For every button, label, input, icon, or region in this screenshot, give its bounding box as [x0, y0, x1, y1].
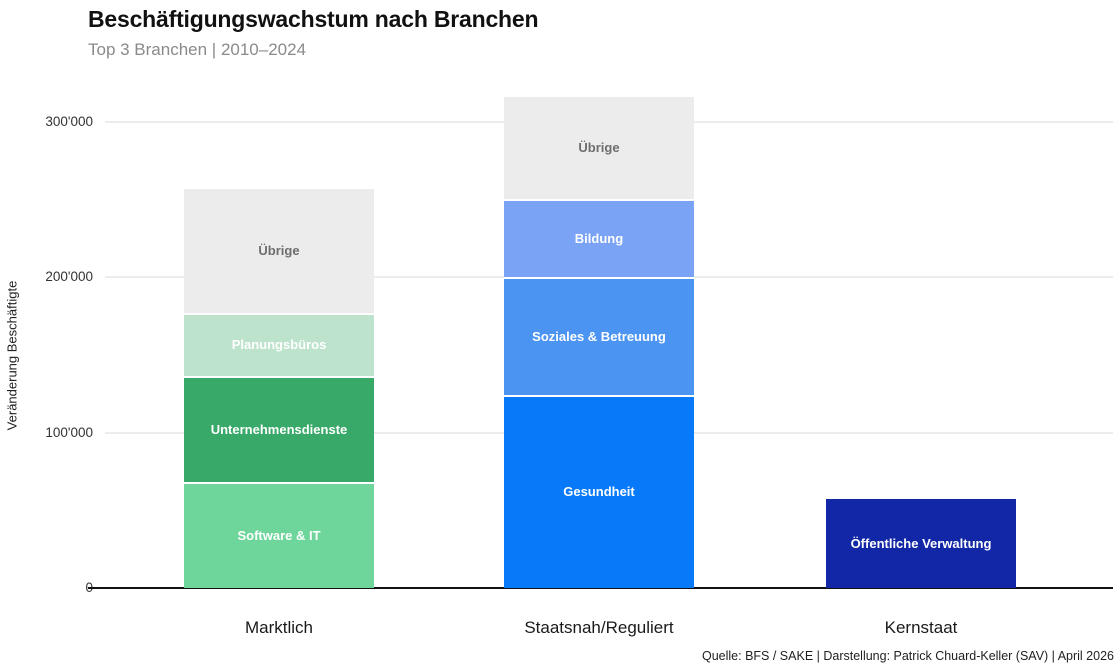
- bar-segment: Gesundheit: [504, 396, 694, 588]
- bar-segment-label: Software & IT: [237, 527, 321, 543]
- bar-segment: Übrige: [184, 188, 374, 315]
- bar-segment-label: Übrige: [578, 140, 620, 156]
- bar-segment: Öffentliche Verwaltung: [826, 499, 1016, 588]
- bar-segment-label: Unternehmensdienste: [210, 421, 348, 437]
- x-category-label: Kernstaat: [884, 618, 958, 637]
- bar-segment: Bildung: [504, 201, 694, 279]
- bar-segment: Unternehmensdienste: [184, 378, 374, 484]
- x-axis-line: [88, 587, 1113, 589]
- bar-segment-label: Gesundheit: [563, 484, 635, 500]
- bar-segment-label: Übrige: [258, 242, 300, 258]
- chart-title: Beschäftigungswachstum nach Branchen: [88, 6, 539, 32]
- y-tick-label: 100'000: [45, 424, 93, 440]
- y-tick-label: 0: [18, 580, 93, 595]
- bar-segment-label: Öffentliche Verwaltung: [850, 535, 992, 551]
- bar-segment-label: Planungsbüros: [231, 337, 327, 353]
- y-tick-label: 300'000: [45, 114, 93, 129]
- bar-segment-label: Soziales & Betreuung: [532, 328, 666, 344]
- bar-segment: Software & IT: [184, 483, 374, 588]
- x-category-label: Staatsnah/Reguliert: [524, 618, 674, 637]
- y-tick-label: 200'000: [45, 269, 93, 285]
- chart-subtitle: Top 3 Branchen | 2010–2024: [88, 40, 307, 59]
- bar-segment-label: Bildung: [574, 230, 624, 246]
- bar-segment: Übrige: [504, 97, 694, 202]
- x-category-label: Marktlich: [244, 618, 313, 637]
- bar-segment: Soziales & Betreuung: [504, 278, 694, 397]
- bar-segment: Planungsbüros: [184, 314, 374, 379]
- source-note: Quelle: BFS / SAKE | Darstellung: Patric…: [702, 649, 1114, 663]
